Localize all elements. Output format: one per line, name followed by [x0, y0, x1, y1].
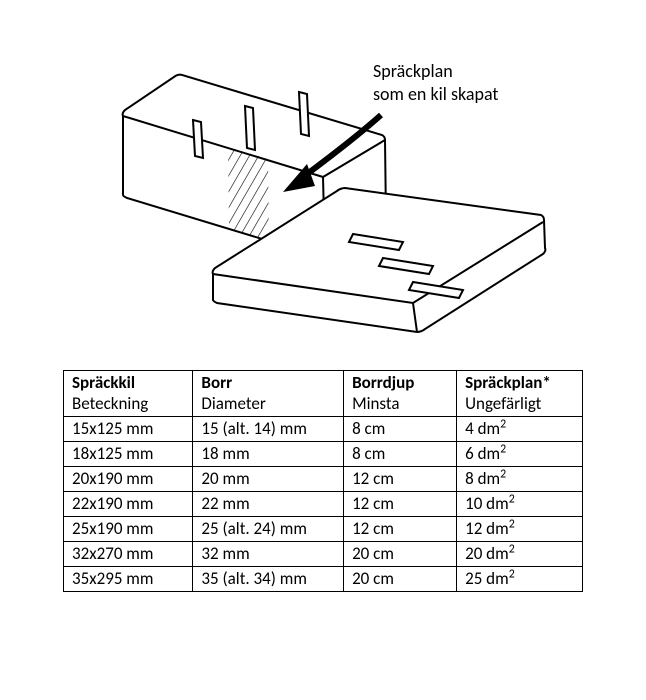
table-cell: 15x125 mm [64, 416, 193, 441]
table-cell: 20 cm [344, 541, 457, 566]
table-cell: 25x190 mm [64, 516, 193, 541]
table-body: 15x125 mm15 (alt. 14) mm8 cm4 dm218x125 … [64, 416, 583, 592]
col-sub: Diameter [201, 393, 265, 414]
table-cell: 8 dm2 [457, 466, 583, 491]
table-cell: 32 mm [193, 541, 344, 566]
col-sub: Beteckning [72, 393, 148, 414]
table-cell: 18x125 mm [64, 441, 193, 466]
table-row: 22x190 mm22 mm12 cm10 dm2 [64, 491, 583, 516]
table-cell: 20 cm [344, 567, 457, 592]
table-cell: 15 (alt. 14) mm [193, 416, 344, 441]
col-sub: Ungefärligt [465, 393, 541, 414]
table-cell: 20 dm2 [457, 541, 583, 566]
table-row: 15x125 mm15 (alt. 14) mm8 cm4 dm2 [64, 416, 583, 441]
table-cell: 20x190 mm [64, 466, 193, 491]
table-cell: 8 cm [344, 441, 457, 466]
table-row: 18x125 mm18 mm8 cm6 dm2 [64, 441, 583, 466]
col-top: Borrdjup [352, 372, 414, 393]
table-row: 25x190 mm25 (alt. 24) mm12 cm12 dm2 [64, 516, 583, 541]
table-cell: 25 dm2 [457, 567, 583, 592]
col-header-sprackplan: Spräckplan* Ungefärligt [457, 371, 583, 417]
table-cell: 6 dm2 [457, 441, 583, 466]
page: Spräckplan som en kil skapat [0, 0, 646, 700]
diagram-container: Spräckplan som en kil skapat [63, 30, 583, 340]
table-header-row: Spräckkil Beteckning Borr Diameter Borrd… [64, 371, 583, 417]
callout-line-2: som en kil skapat [373, 83, 498, 105]
callout-line-1: Spräckplan [373, 60, 453, 82]
col-header-borrdjup: Borrdjup Minsta [344, 371, 457, 417]
table-cell: 32x270 mm [64, 541, 193, 566]
table-cell: 4 dm2 [457, 416, 583, 441]
col-top: Spräckkil [72, 372, 135, 393]
wedge-table: Spräckkil Beteckning Borr Diameter Borrd… [63, 370, 583, 592]
col-top: Spräckplan* [465, 372, 551, 393]
col-header-sprackkil: Spräckkil Beteckning [64, 371, 193, 417]
col-header-borr: Borr Diameter [193, 371, 344, 417]
table-cell: 12 dm2 [457, 516, 583, 541]
table-row: 35x295 mm35 (alt. 34) mm20 cm25 dm2 [64, 567, 583, 592]
table-cell: 12 cm [344, 466, 457, 491]
table-cell: 12 cm [344, 516, 457, 541]
table-cell: 20 mm [193, 466, 344, 491]
table-cell: 22x190 mm [64, 491, 193, 516]
table-cell: 8 cm [344, 416, 457, 441]
splitting-wedge-diagram [63, 30, 583, 340]
table-cell: 12 cm [344, 491, 457, 516]
col-sub: Minsta [352, 393, 399, 414]
table-cell: 25 (alt. 24) mm [193, 516, 344, 541]
table-cell: 35x295 mm [64, 567, 193, 592]
diagram-callout: Spräckplan som en kil skapat [373, 60, 498, 105]
table-row: 32x270 mm32 mm20 cm20 dm2 [64, 541, 583, 566]
col-top: Borr [201, 372, 232, 393]
table-cell: 22 mm [193, 491, 344, 516]
table-cell: 35 (alt. 34) mm [193, 567, 344, 592]
table-row: 20x190 mm20 mm12 cm8 dm2 [64, 466, 583, 491]
table-cell: 10 dm2 [457, 491, 583, 516]
table-cell: 18 mm [193, 441, 344, 466]
